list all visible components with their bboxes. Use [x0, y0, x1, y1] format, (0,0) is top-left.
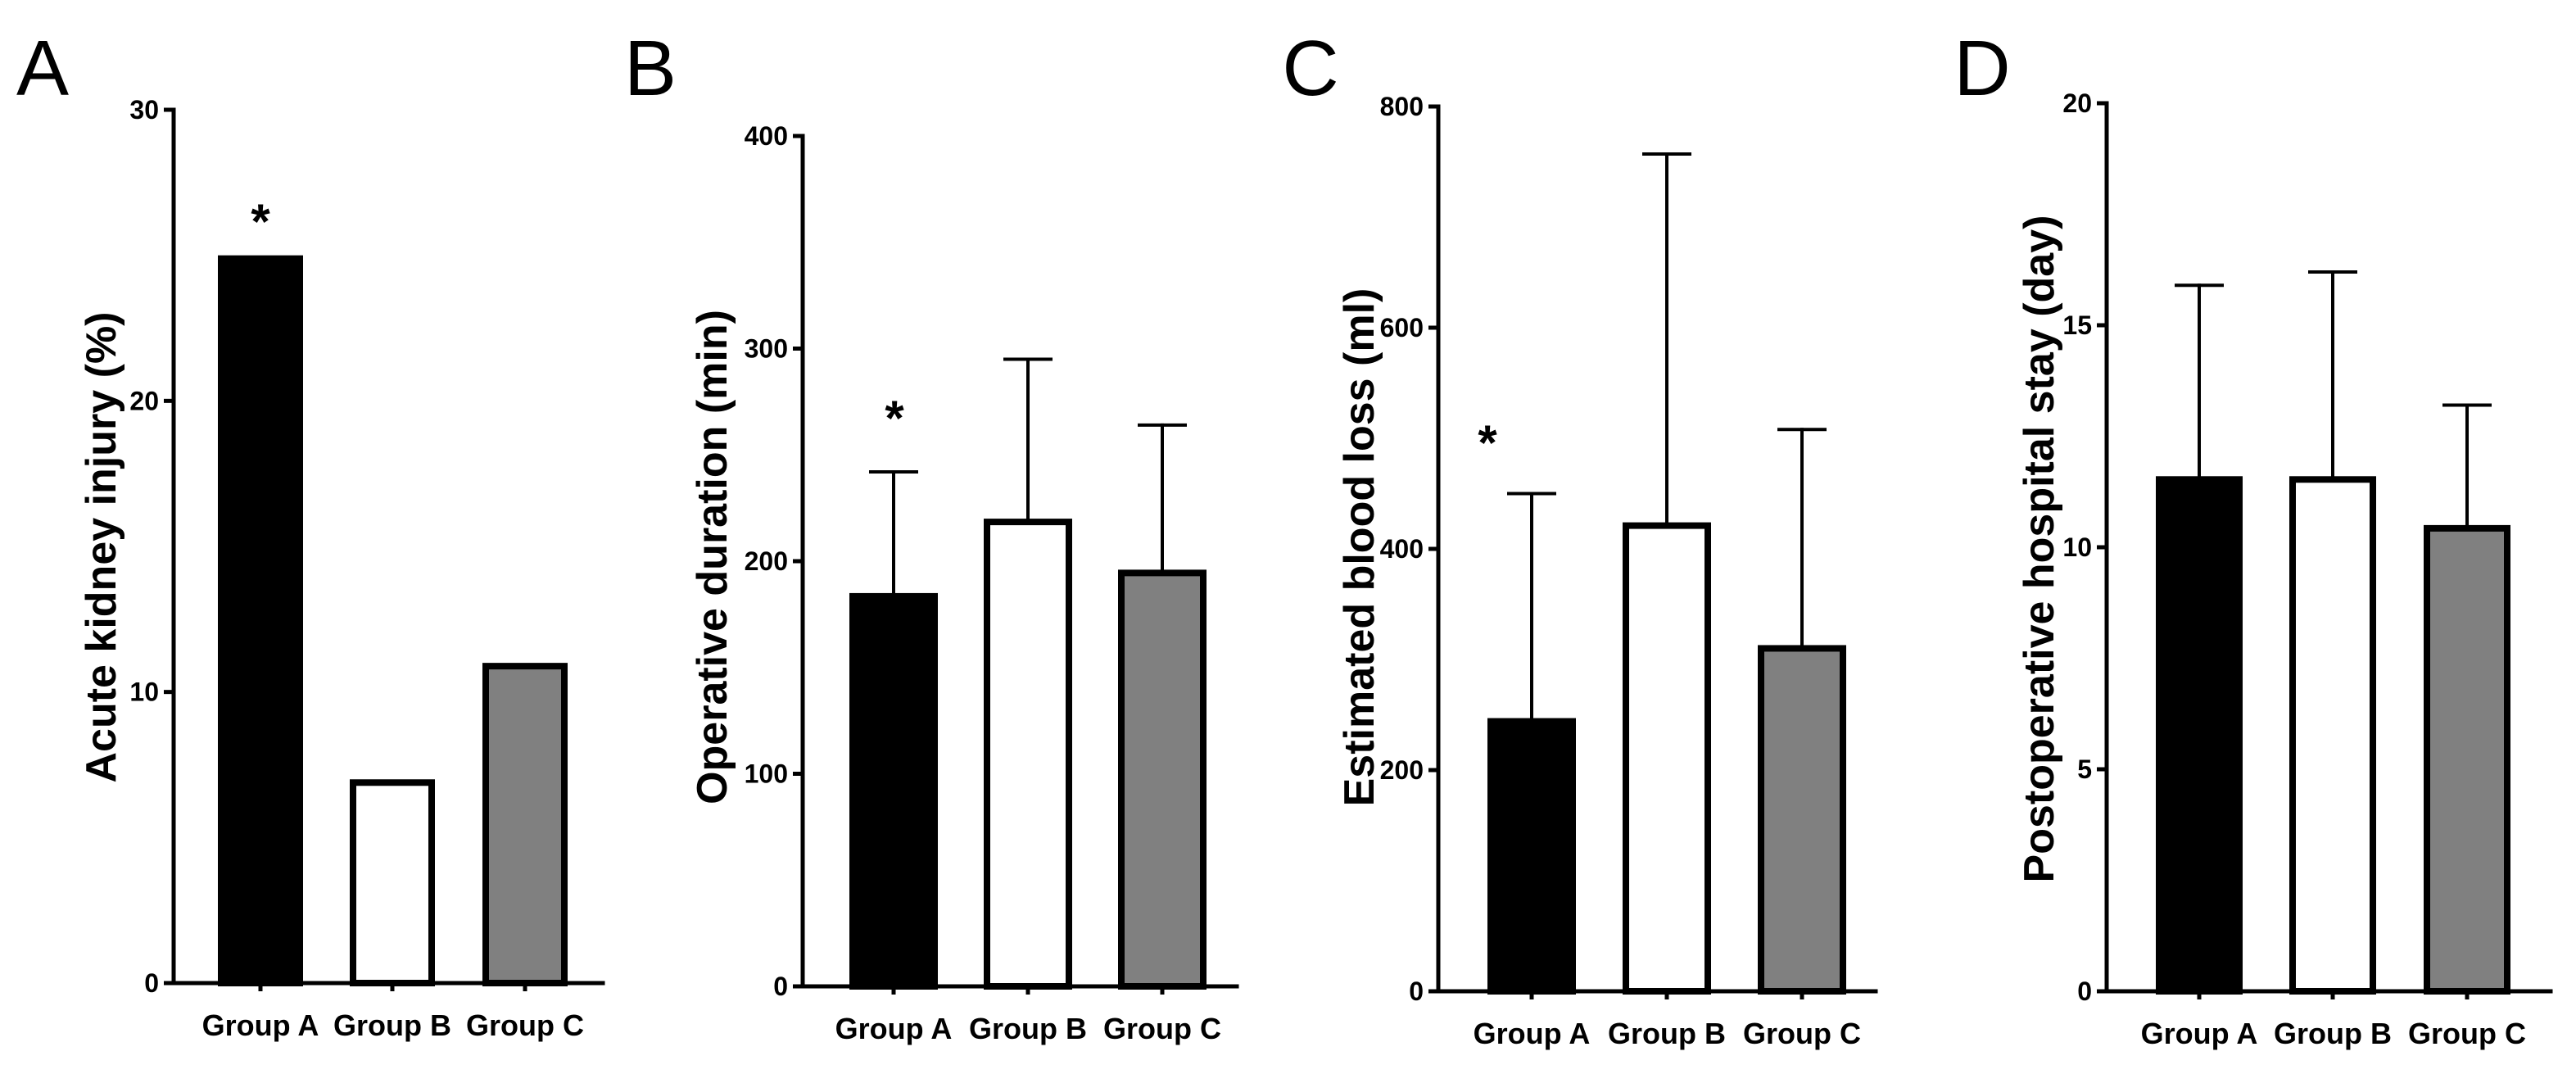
y-tick-label: 100 [745, 759, 788, 789]
x-tick-label: Group B [1608, 1017, 1726, 1050]
y-tick-label: 0 [144, 968, 159, 998]
y-tick-label: 0 [1409, 977, 1424, 1006]
y-tick-label: 20 [2062, 88, 2092, 118]
y-axis-title: Postoperative hospital stay (day) [2016, 215, 2063, 883]
x-tick-label: Group A [1474, 1017, 1591, 1050]
y-tick-label: 15 [2062, 310, 2092, 340]
y-tick-label: 400 [745, 121, 788, 151]
x-tick-label: Group A [202, 1008, 319, 1042]
x-tick-label: Group B [969, 1012, 1087, 1045]
panel-c: C Estimated blood loss (ml) 0 200 400 600 800 G… [1282, 25, 1878, 1050]
bar-group-c [2424, 524, 2510, 995]
panel-a: A Acute kidney injury (%) 0 10 20 30 Group A Gr… [16, 25, 605, 1042]
y-tick-label: 10 [129, 678, 159, 707]
panel-label: A [16, 25, 69, 112]
y-tick-label: 400 [1380, 534, 1424, 564]
panel-label: C [1282, 25, 1338, 112]
y-axis-title: Estimated blood loss (ml) [1336, 288, 1383, 807]
bar-group-b [350, 779, 435, 986]
x-tick-label: Group A [2141, 1017, 2258, 1050]
y-tick-label: 30 [129, 95, 159, 125]
bar-group-b [2289, 476, 2376, 995]
x-tick-label: Group A [835, 1012, 953, 1045]
bar-group-c [482, 663, 568, 987]
panel-label: D [1954, 25, 2010, 112]
significance-asterisk: * [885, 391, 904, 446]
y-tick-label: 20 [129, 386, 159, 415]
bar-group-a [218, 255, 303, 986]
significance-asterisk: * [251, 194, 270, 249]
x-tick-label: Group C [1103, 1012, 1221, 1045]
bar-group-a [1487, 718, 1576, 995]
y-tick-label: 0 [773, 972, 788, 1001]
y-tick-label: 5 [2077, 755, 2092, 784]
significance-asterisk: * [1478, 415, 1497, 470]
x-tick-label: Group B [2274, 1017, 2392, 1050]
y-tick-label: 300 [745, 334, 788, 364]
x-tick-label: Group C [1743, 1017, 1861, 1050]
panel-label: B [624, 25, 677, 112]
panel-b: B Operative duration (min) 0 100 200 300 400 Gr… [624, 25, 1239, 1045]
bar-group-a [2156, 476, 2243, 995]
y-tick-label: 0 [2077, 977, 2092, 1006]
y-tick-label: 10 [2062, 532, 2092, 562]
y-axis-title: Acute kidney injury (%) [78, 312, 125, 783]
bar-group-a [849, 592, 938, 990]
x-tick-label: Group C [466, 1008, 584, 1042]
x-tick-label: Group C [2408, 1017, 2526, 1050]
bar-group-b [1623, 522, 1711, 995]
panel-d: D Postoperative hospital stay (day) 0 5 10 15… [1954, 25, 2553, 1050]
y-tick-label: 200 [1380, 755, 1424, 785]
bar-group-b [984, 519, 1072, 990]
bar-group-c [1118, 569, 1207, 990]
x-tick-label: Group B [333, 1008, 451, 1042]
y-tick-label: 200 [745, 546, 788, 576]
y-tick-label: 800 [1380, 92, 1424, 121]
bar-group-c [1758, 645, 1846, 995]
y-tick-label: 600 [1380, 313, 1424, 342]
y-axis-title: Operative duration (min) [689, 310, 736, 804]
